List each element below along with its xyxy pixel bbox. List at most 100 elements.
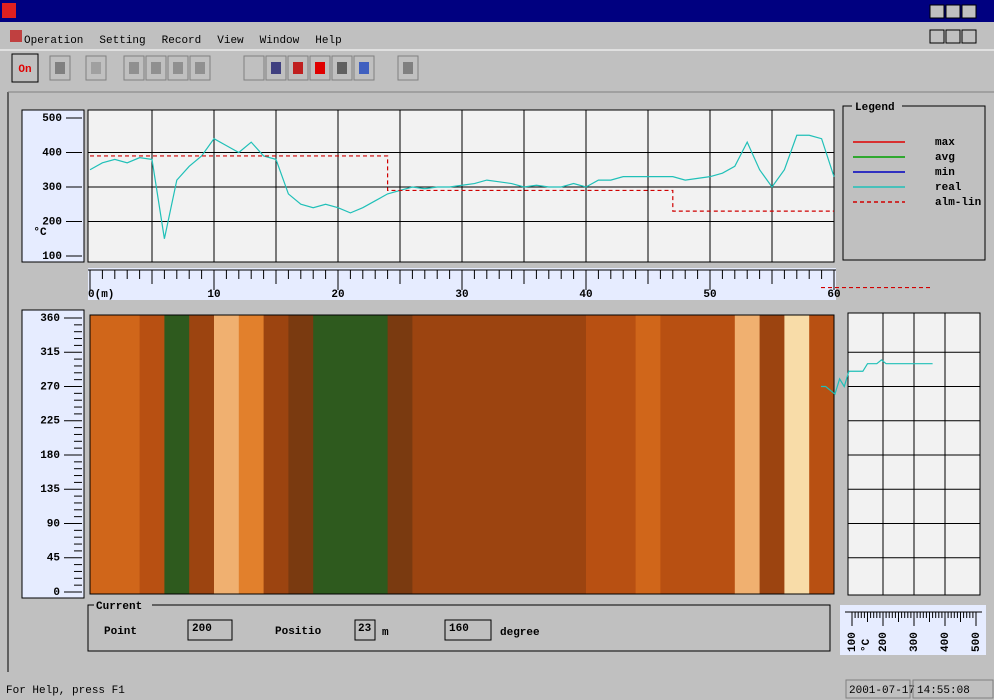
heatmap-cell bbox=[710, 315, 735, 594]
heatmap-cell bbox=[412, 315, 437, 594]
heatmap-cell bbox=[338, 315, 363, 594]
legend-label: real bbox=[935, 182, 962, 194]
tool-icon bbox=[129, 62, 139, 74]
child-close[interactable] bbox=[962, 30, 976, 43]
heatmap-cell bbox=[437, 315, 462, 594]
tool-icon bbox=[173, 62, 183, 74]
x-tick-label: 100 bbox=[847, 632, 859, 652]
x-tick-label: 400 bbox=[940, 632, 952, 652]
heatmap-cell bbox=[636, 315, 661, 594]
field-value[interactable]: 160 bbox=[449, 623, 469, 635]
maximize-button[interactable] bbox=[946, 5, 960, 18]
y-tick-label: 270 bbox=[40, 381, 60, 393]
y-tick-label: 180 bbox=[40, 450, 60, 462]
heatmap-cell bbox=[611, 315, 636, 594]
tool-icon bbox=[151, 62, 161, 74]
heatmap-cell bbox=[685, 315, 710, 594]
field-label: Point bbox=[104, 626, 137, 638]
field-value[interactable]: 200 bbox=[192, 623, 212, 635]
x-tick-label: 60 bbox=[827, 289, 840, 301]
y-tick-label: 225 bbox=[40, 416, 60, 428]
heatmap-cell bbox=[536, 315, 561, 594]
tool-icon bbox=[195, 62, 205, 74]
heatmap-cell bbox=[115, 315, 140, 594]
x-tick-label: 50 bbox=[703, 289, 716, 301]
heatmap-cell bbox=[735, 315, 760, 594]
legend-box bbox=[843, 106, 985, 260]
y-tick-label: 45 bbox=[47, 553, 61, 565]
menu-item[interactable]: Record bbox=[162, 35, 202, 47]
on-button-label[interactable]: On bbox=[18, 64, 31, 76]
unit-label: m bbox=[382, 627, 389, 639]
app-window: On Current Point 200 Positio 23 m 160 de… bbox=[0, 0, 994, 700]
x-tick-label: 500 bbox=[971, 632, 983, 652]
child-minimize[interactable] bbox=[930, 30, 944, 43]
x-tick-label: 40 bbox=[579, 289, 592, 301]
heatmap-cell bbox=[561, 315, 586, 594]
tool-icon bbox=[337, 62, 347, 74]
heatmap-cell bbox=[164, 315, 189, 594]
y-axis-label: °C bbox=[33, 227, 47, 239]
heatmap-cell bbox=[313, 315, 338, 594]
y-tick-label: 0 bbox=[53, 587, 60, 599]
heatmap-cell bbox=[214, 315, 239, 594]
group-title: Current bbox=[96, 601, 142, 613]
x-tick-label: 30 bbox=[455, 289, 468, 301]
heatmap-cell bbox=[189, 315, 214, 594]
y-tick-label: 90 bbox=[47, 518, 60, 530]
legend-label: max bbox=[935, 137, 955, 149]
tool-icon bbox=[249, 62, 259, 74]
y-tick-label: 135 bbox=[40, 484, 60, 496]
minimize-button[interactable] bbox=[930, 5, 944, 18]
tool-icon bbox=[271, 62, 281, 74]
screen: On Current Point 200 Positio 23 m 160 de… bbox=[0, 0, 994, 700]
heatmap-cell bbox=[462, 315, 487, 594]
heatmap-cell bbox=[140, 315, 165, 594]
legend-label: avg bbox=[935, 152, 955, 164]
heatmap-cell bbox=[512, 315, 537, 594]
heatmap-cell bbox=[760, 315, 785, 594]
heatmap-cell bbox=[239, 315, 264, 594]
tool-icon bbox=[293, 62, 303, 74]
status-date: 2001-07-17 bbox=[849, 685, 915, 697]
heatmap-cell bbox=[660, 315, 685, 594]
y-tick-label: 300 bbox=[42, 182, 62, 194]
heatmap-cell bbox=[809, 315, 834, 594]
heatmap-cell bbox=[363, 315, 388, 594]
heatmap-cell bbox=[586, 315, 611, 594]
x-tick-label: 10 bbox=[207, 289, 220, 301]
x-tick-label: 20 bbox=[331, 289, 344, 301]
menu-item[interactable]: Window bbox=[260, 35, 300, 47]
heatmap-cell bbox=[90, 315, 115, 594]
tool-icon bbox=[55, 62, 65, 74]
legend-label: alm-lin bbox=[935, 197, 981, 209]
child-restore[interactable] bbox=[946, 30, 960, 43]
legend-label: min bbox=[935, 167, 955, 179]
heatmap-cell bbox=[388, 315, 413, 594]
tool-icon bbox=[91, 62, 101, 74]
heatmap-cell bbox=[487, 315, 512, 594]
y-tick-label: 500 bbox=[42, 113, 62, 125]
y-tick-label: 360 bbox=[40, 313, 60, 325]
menu-item[interactable]: View bbox=[217, 35, 244, 47]
menu-item[interactable]: Setting bbox=[99, 35, 145, 47]
y-tick-label: 100 bbox=[42, 251, 62, 263]
status-time: 14:55:08 bbox=[917, 685, 970, 697]
close-button[interactable] bbox=[962, 5, 976, 18]
tool-icon bbox=[403, 62, 413, 74]
tool-icon bbox=[359, 62, 369, 74]
heatmap-cell bbox=[264, 315, 289, 594]
heatmap-cell bbox=[784, 315, 809, 594]
app-icon bbox=[2, 3, 16, 18]
y-tick-label: 315 bbox=[40, 347, 60, 359]
unit-label: degree bbox=[500, 627, 540, 639]
x-tick-label: 200 bbox=[878, 632, 890, 652]
status-help: For Help, press F1 bbox=[6, 685, 125, 697]
legend-title: Legend bbox=[855, 102, 895, 114]
field-label: Positio bbox=[275, 626, 322, 638]
field-value[interactable]: 23 bbox=[358, 623, 372, 635]
menu-item[interactable]: Operation bbox=[24, 35, 83, 47]
x-axis-label: °C bbox=[861, 638, 873, 652]
menu-item[interactable]: Help bbox=[315, 35, 341, 47]
x-tick-label: 0(m) bbox=[88, 289, 114, 301]
